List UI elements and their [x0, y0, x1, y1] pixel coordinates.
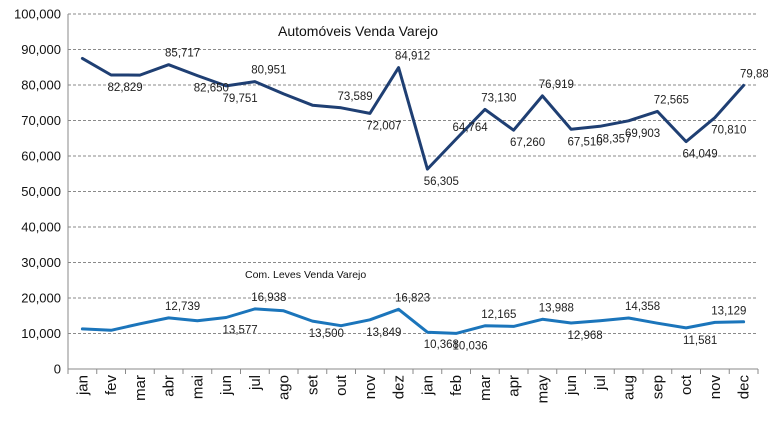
data-label: 82,650	[194, 83, 229, 95]
data-label: 10,368	[424, 339, 459, 351]
data-label: 79,751	[223, 93, 258, 105]
data-label: 67,260	[510, 137, 545, 149]
x-tick-label: fev	[103, 375, 120, 396]
y-tick-label: 70,000	[21, 113, 61, 128]
x-axis: jan fev mar abr mai jun jul ago set out nov dez jan f…	[67, 368, 759, 404]
x-tick-label: oct	[678, 374, 695, 395]
data-label: 13,500	[309, 328, 344, 340]
data-label: 68,357	[596, 133, 631, 145]
x-tick-label: jul	[592, 375, 609, 391]
data-label: 64,764	[453, 122, 489, 134]
series-line-1	[80, 56, 746, 171]
data-label: 64,049	[683, 149, 718, 161]
x-tick-label: aug	[621, 375, 638, 400]
data-label: 11,581	[683, 335, 717, 347]
data-label: 10,036	[453, 340, 488, 352]
x-tick-label: jun	[563, 375, 580, 396]
y-tick-label: 100,000	[14, 7, 61, 22]
data-label: 73,589	[338, 91, 373, 103]
x-tick-label: may	[534, 375, 551, 404]
data-label: 56,305	[424, 176, 459, 188]
data-label: 70,810	[711, 125, 746, 137]
x-tick-label: jul	[247, 375, 264, 391]
data-label: 12,968	[568, 330, 603, 342]
y-tick-label: 20,000	[21, 291, 61, 306]
x-tick-label: jan	[74, 375, 91, 396]
x-tick-label: feb	[448, 375, 465, 396]
x-tick-label: set	[304, 374, 321, 395]
x-tick-label: abr	[161, 375, 178, 397]
y-tick-label: 40,000	[21, 220, 61, 235]
data-label: 14,358	[625, 301, 660, 313]
data-label: 69,903	[625, 128, 660, 140]
x-tick-label: nov	[362, 375, 379, 400]
y-tick-label: 80,000	[21, 78, 61, 93]
y-tick-label: 30,000	[21, 255, 61, 270]
data-label: 12,165	[481, 309, 516, 321]
x-tick-label: dec	[736, 375, 753, 400]
x-tick-label: apr	[506, 375, 523, 397]
x-tick-label: mar	[132, 375, 149, 401]
data-label: 16,823	[395, 292, 430, 304]
data-label: 73,130	[481, 92, 516, 104]
x-tick-label: jan	[419, 375, 436, 396]
x-tick-label: ago	[276, 375, 293, 400]
data-label: 80,951	[251, 65, 286, 77]
data-label: 72,565	[654, 94, 689, 106]
data-label: 67,510	[568, 136, 603, 148]
y-tick-label: 60,000	[21, 149, 61, 164]
data-label: 85,717	[165, 48, 200, 60]
data-label: 76,919	[539, 79, 574, 91]
data-label: 13,129	[711, 305, 746, 317]
x-tick-label: mar	[477, 375, 494, 401]
gridlines	[68, 13, 758, 334]
data-label: 13,849	[366, 327, 401, 339]
y-tick-label: 50,000	[21, 184, 61, 199]
x-tick-label: nov	[707, 375, 724, 400]
data-label: 82,829	[108, 82, 143, 94]
data-label: 13,988	[539, 302, 574, 314]
series-line-2	[80, 307, 746, 335]
series-name-com-leves: Com. Leves Venda Varejo	[245, 269, 366, 281]
data-label: 79,885	[740, 68, 768, 80]
data-label: 84,912	[395, 51, 430, 63]
y-tick-label: 10,000	[21, 326, 61, 341]
x-tick-label: dez	[391, 375, 408, 399]
x-tick-label: mai	[189, 375, 206, 399]
x-tick-label: jun	[218, 375, 235, 396]
series-lines	[80, 56, 746, 335]
data-label: 72,007	[366, 120, 401, 132]
y-axis: 0 10,000 20,000 30,000 40,000 50,000 60,000 70,…	[14, 7, 69, 377]
series-name-automoveis: Automóveis Venda Varejo	[278, 23, 438, 39]
data-label: 16,938	[251, 292, 286, 304]
y-tick-label: 0	[54, 362, 61, 377]
x-tick-label: sep	[649, 375, 666, 399]
data-label: 12,739	[165, 301, 200, 313]
x-tick-label: out	[333, 374, 350, 396]
y-tick-label: 90,000	[21, 42, 61, 57]
data-label: 13,577	[223, 325, 258, 337]
